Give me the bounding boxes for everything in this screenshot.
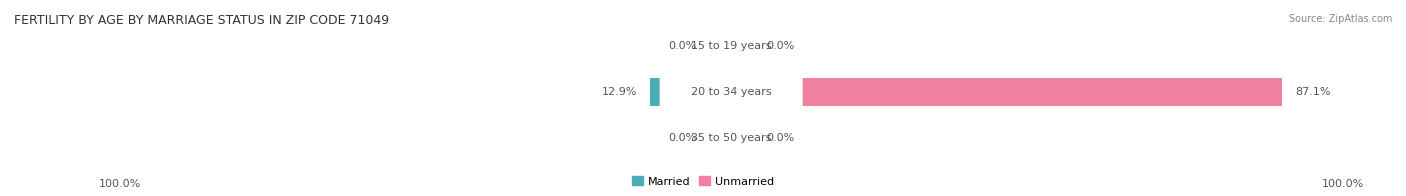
Text: 0.0%: 0.0% — [766, 133, 794, 143]
Bar — [650, 78, 731, 106]
Text: 0.0%: 0.0% — [668, 133, 696, 143]
Text: 12.9%: 12.9% — [602, 87, 637, 97]
Bar — [709, 32, 731, 61]
Text: 87.1%: 87.1% — [1295, 87, 1330, 97]
Text: 15 to 19 years: 15 to 19 years — [690, 41, 772, 51]
FancyBboxPatch shape — [659, 66, 803, 118]
Text: 100.0%: 100.0% — [1322, 179, 1364, 189]
Text: 20 to 34 years: 20 to 34 years — [690, 87, 772, 97]
Text: Source: ZipAtlas.com: Source: ZipAtlas.com — [1288, 14, 1392, 24]
Bar — [709, 124, 731, 152]
Bar — [731, 32, 754, 61]
Legend: Married, Unmarried: Married, Unmarried — [627, 172, 779, 191]
Text: 100.0%: 100.0% — [98, 179, 141, 189]
Bar — [731, 78, 1282, 106]
Text: 0.0%: 0.0% — [668, 41, 696, 51]
Text: FERTILITY BY AGE BY MARRIAGE STATUS IN ZIP CODE 71049: FERTILITY BY AGE BY MARRIAGE STATUS IN Z… — [14, 14, 389, 27]
Text: 0.0%: 0.0% — [766, 41, 794, 51]
FancyBboxPatch shape — [659, 112, 803, 164]
FancyBboxPatch shape — [659, 21, 803, 72]
Text: 35 to 50 years: 35 to 50 years — [690, 133, 772, 143]
Bar — [731, 124, 754, 152]
